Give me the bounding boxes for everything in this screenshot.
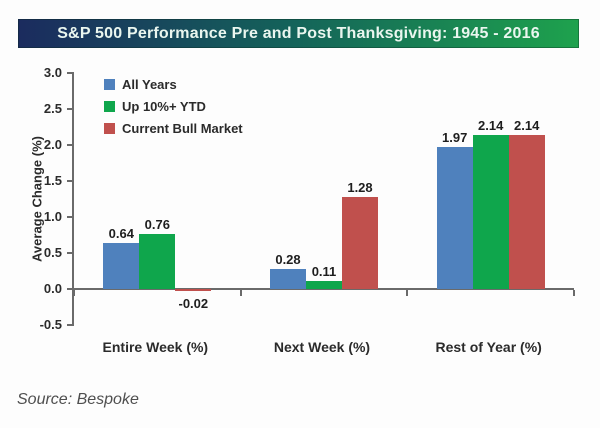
legend: All Years Up 10%+ YTD Current Bull Market — [104, 77, 243, 136]
y-axis-tick — [67, 108, 74, 110]
bar-up-10-ytd — [139, 234, 176, 289]
category-label: Next Week (%) — [273, 339, 371, 355]
y-axis-tick-label: 1.5 — [43, 173, 62, 188]
y-axis-tick-label: 2.0 — [43, 137, 62, 152]
bar-all-years — [436, 147, 473, 289]
x-axis-tick — [573, 290, 575, 296]
bar-up-10-ytd — [306, 281, 342, 289]
bar-current-bull-market — [508, 134, 545, 289]
category-label: Entire Week (%) — [102, 339, 209, 355]
legend-item: Up 10%+ YTD — [104, 99, 243, 114]
bar-value-label: 0.28 — [275, 251, 301, 267]
x-axis-tick — [406, 290, 409, 296]
bar-all-years — [103, 242, 140, 289]
bar-current-bull-market — [342, 196, 378, 289]
x-axis-line — [74, 288, 574, 290]
y-axis-tick — [67, 144, 74, 146]
legend-item: Current Bull Market — [104, 121, 243, 136]
bar-up-10-ytd — [472, 134, 509, 289]
bar-all-years — [270, 268, 306, 289]
source-note: Source: Bespoke — [17, 391, 139, 408]
legend-swatch-icon — [104, 101, 115, 112]
bar-value-label: 2.14 — [514, 117, 540, 133]
y-axis-tick-label: 0.5 — [43, 245, 62, 260]
y-axis-tick-label: 1.0 — [43, 209, 62, 224]
x-axis-tick — [73, 290, 75, 296]
legend-item-label: All Years — [122, 77, 177, 92]
y-axis-tick — [67, 72, 74, 74]
x-axis-tick — [239, 290, 242, 296]
bar-value-label: 1.28 — [347, 179, 373, 195]
bar-value-label: 2.14 — [478, 117, 504, 133]
bar-value-label: 0.76 — [144, 217, 170, 233]
legend-swatch-icon — [104, 79, 115, 90]
bar-value-label: -0.02 — [178, 296, 209, 312]
y-axis-tick — [67, 288, 74, 290]
legend-swatch-icon — [104, 123, 115, 134]
bar-value-label: 0.64 — [108, 225, 134, 241]
bar-value-label: 0.11 — [311, 264, 337, 280]
legend-item: All Years — [104, 77, 243, 92]
bar-current-bull-market — [175, 289, 212, 291]
y-axis-tick — [67, 216, 74, 218]
legend-item-label: Current Bull Market — [122, 121, 243, 136]
plot-area: 3.0 2.5 2.0 1.5 1.0 0.5 0.0 -0.5 0.64 0.28 1.97 0.7… — [40, 65, 575, 332]
y-axis-label: Average Change (%) — [29, 136, 45, 262]
legend-item-label: Up 10%+ YTD — [122, 99, 206, 114]
y-axis-tick-label: -0.5 — [39, 317, 62, 332]
y-axis-tick-label: 3.0 — [43, 65, 62, 80]
y-axis-tick — [67, 252, 74, 254]
y-axis-tick-label: 2.5 — [43, 101, 62, 116]
category-label: Rest of Year (%) — [435, 339, 542, 355]
y-axis-tick — [67, 180, 74, 182]
y-axis-tick-label: 0.0 — [43, 281, 62, 296]
y-axis-tick — [67, 324, 74, 326]
chart-title: S&P 500 Performance Pre and Post Thanksg… — [57, 24, 540, 42]
bar-value-label: 1.97 — [442, 130, 468, 146]
chart-title-banner: S&P 500 Performance Pre and Post Thanksg… — [18, 19, 579, 48]
